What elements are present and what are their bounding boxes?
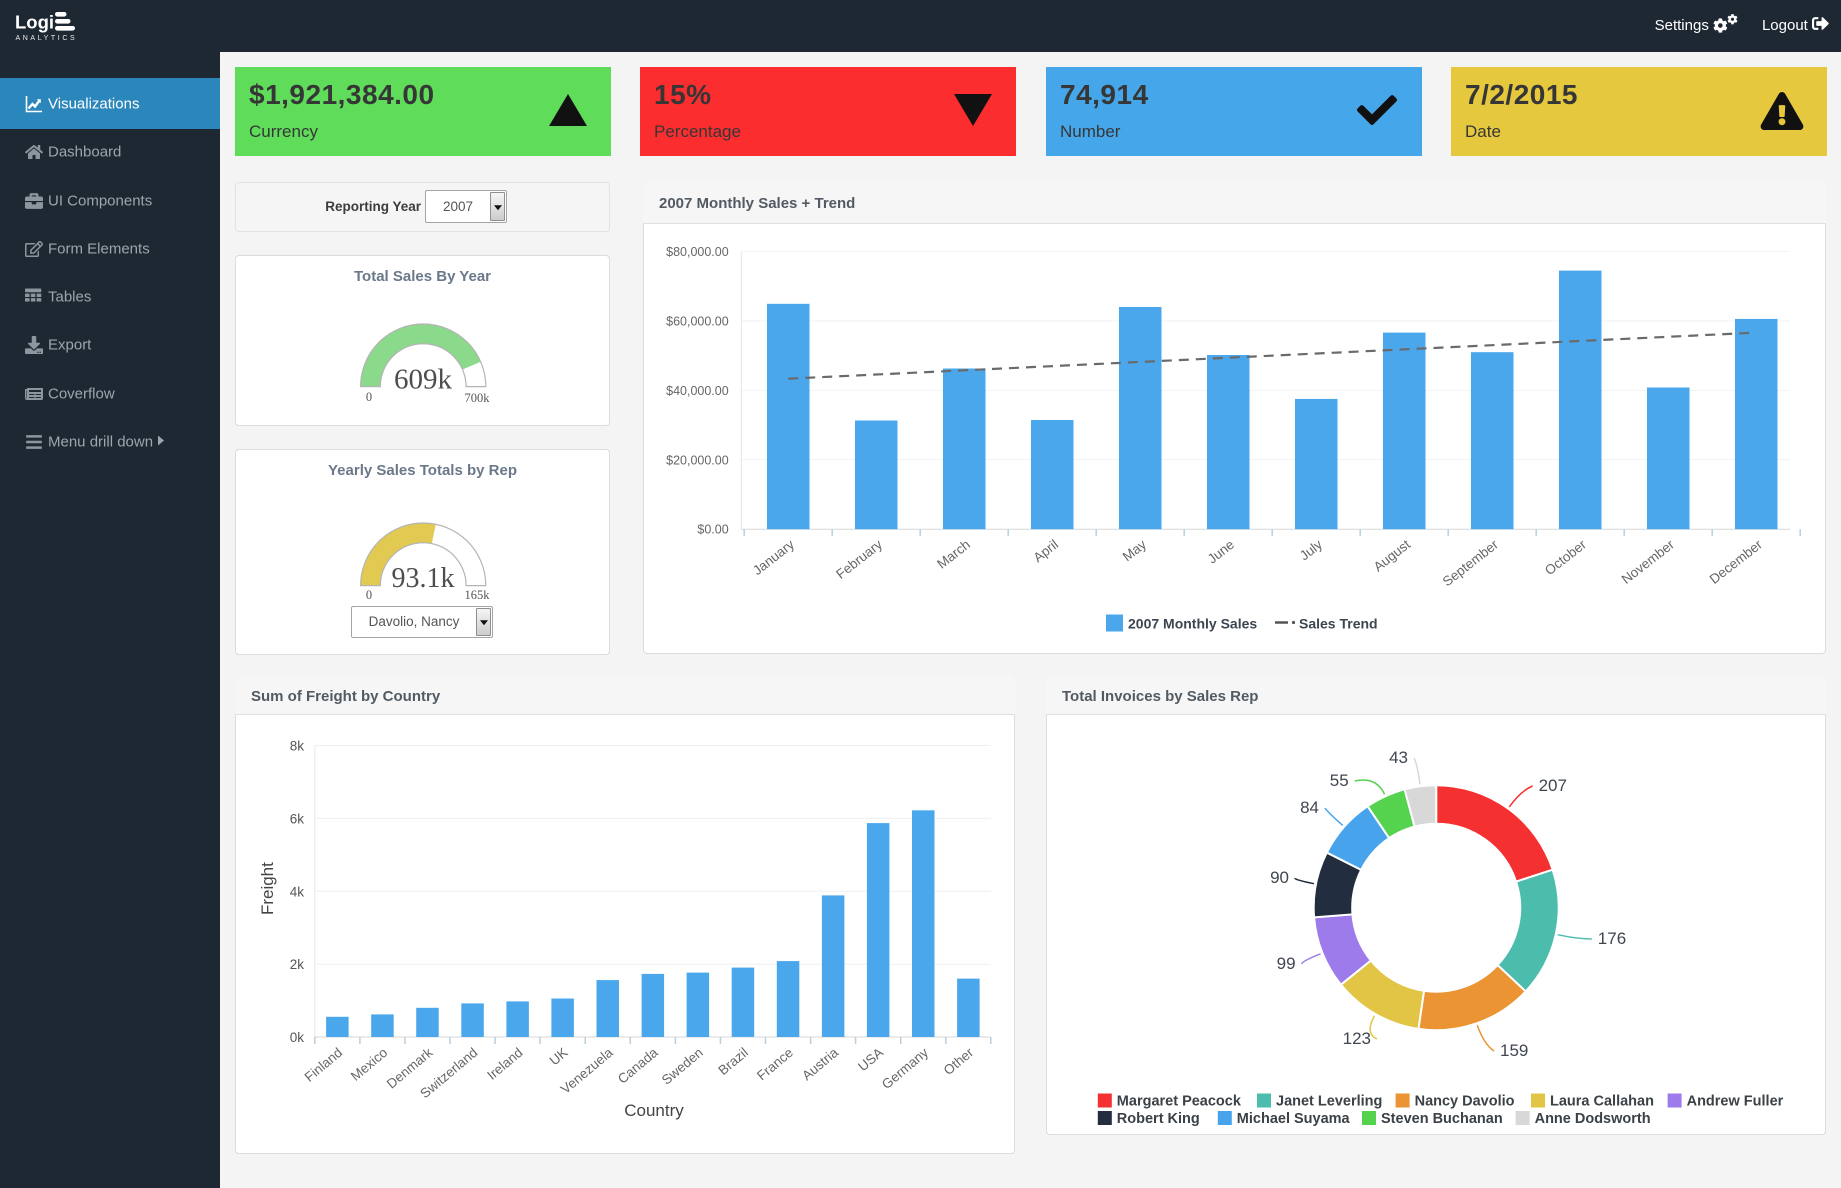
svg-text:Finland: Finland [302, 1045, 346, 1085]
svg-text:Nancy Davolio: Nancy Davolio [1415, 1094, 1515, 1110]
svg-text:$40,000.00: $40,000.00 [666, 384, 729, 398]
svg-text:December: December [1707, 536, 1766, 586]
svg-text:Freight: Freight [258, 862, 277, 915]
svg-text:USA: USA [855, 1045, 886, 1074]
svg-text:6k: 6k [290, 811, 305, 826]
svg-text:Laura Callahan: Laura Callahan [1550, 1094, 1654, 1110]
svg-text:France: France [754, 1045, 796, 1084]
svg-text:0: 0 [366, 588, 372, 602]
svg-text:609k: 609k [394, 364, 453, 396]
svg-text:159: 159 [1500, 1041, 1528, 1060]
svg-text:43: 43 [1389, 748, 1408, 767]
svg-text:2007 Monthly Sales: 2007 Monthly Sales [1128, 616, 1257, 632]
svg-text:2k: 2k [290, 957, 305, 972]
svg-text:$60,000.00: $60,000.00 [666, 315, 729, 329]
svg-text:165k: 165k [465, 588, 491, 602]
svg-text:Germany: Germany [879, 1045, 931, 1092]
svg-text:0: 0 [366, 390, 372, 404]
svg-text:October: October [1542, 536, 1589, 578]
svg-text:90: 90 [1270, 868, 1289, 887]
svg-text:March: March [934, 537, 973, 572]
svg-text:Janet Leverling: Janet Leverling [1276, 1094, 1382, 1110]
svg-text:June: June [1205, 537, 1237, 567]
svg-text:207: 207 [1539, 776, 1567, 795]
svg-text:55: 55 [1330, 771, 1349, 790]
svg-text:Other: Other [941, 1044, 977, 1078]
svg-text:Brazil: Brazil [715, 1045, 751, 1078]
svg-text:4k: 4k [290, 884, 305, 899]
svg-text:700k: 700k [465, 391, 491, 405]
svg-text:July: July [1297, 537, 1325, 564]
svg-text:Canada: Canada [615, 1044, 661, 1086]
svg-text:99: 99 [1277, 954, 1296, 973]
svg-text:Michael Suyama: Michael Suyama [1237, 1111, 1351, 1127]
svg-text:Andrew Fuller: Andrew Fuller [1687, 1094, 1784, 1110]
svg-text:$20,000.00: $20,000.00 [666, 453, 729, 467]
svg-text:Steven Buchanan: Steven Buchanan [1381, 1111, 1503, 1127]
svg-text:April: April [1031, 537, 1062, 565]
svg-text:Mexico: Mexico [348, 1045, 390, 1084]
svg-text:February: February [833, 537, 885, 582]
svg-text:January: January [750, 537, 797, 579]
svg-text:Austria: Austria [799, 1045, 841, 1084]
svg-text:Ireland: Ireland [484, 1045, 525, 1083]
svg-text:Robert King: Robert King [1117, 1111, 1200, 1127]
svg-text:$0.00: $0.00 [697, 523, 728, 537]
svg-text:$80,000.00: $80,000.00 [666, 245, 729, 259]
svg-text:November: November [1619, 536, 1678, 586]
svg-text:September: September [1440, 536, 1502, 589]
svg-text:Margaret Peacock: Margaret Peacock [1117, 1094, 1242, 1110]
svg-text:ANALYTICS: ANALYTICS [16, 35, 78, 42]
svg-text:8k: 8k [290, 739, 305, 754]
svg-text:123: 123 [1343, 1029, 1371, 1048]
svg-text:August: August [1371, 537, 1414, 575]
svg-text:UK: UK [547, 1045, 571, 1069]
svg-text:Sales Trend: Sales Trend [1299, 616, 1378, 632]
svg-text:Sweden: Sweden [659, 1045, 706, 1088]
svg-text:84: 84 [1300, 798, 1319, 817]
svg-text:176: 176 [1598, 929, 1626, 948]
svg-text:Logi: Logi [15, 12, 54, 33]
svg-text:0k: 0k [290, 1030, 305, 1045]
svg-text:May: May [1120, 537, 1150, 565]
svg-text:Anne Dodsworth: Anne Dodsworth [1535, 1111, 1651, 1127]
svg-text:93.1k: 93.1k [392, 563, 455, 594]
svg-text:Country: Country [624, 1101, 684, 1120]
